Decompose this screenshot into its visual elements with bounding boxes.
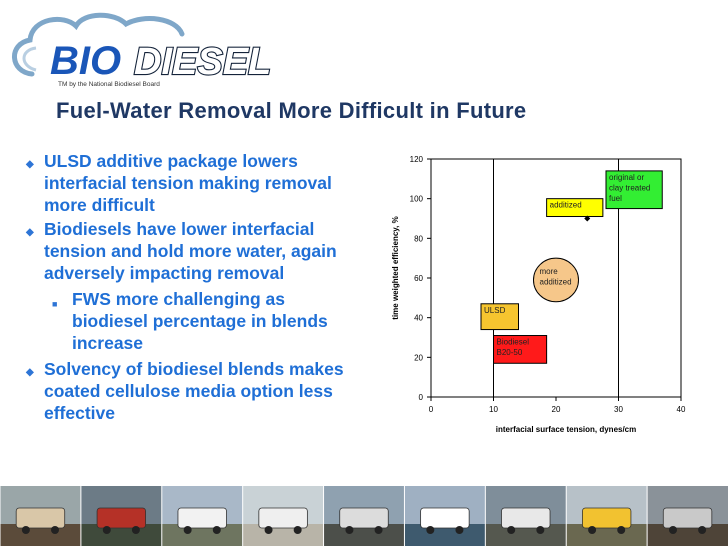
annotation-label: additized — [550, 201, 582, 210]
annotation-label: original or clay treated fuel — [609, 173, 650, 203]
school-bus-icon — [565, 486, 648, 546]
data-point — [584, 215, 591, 222]
boat-icon — [403, 486, 486, 546]
y-tick-label: 0 — [419, 393, 424, 402]
biodiesel-logo: BIO DIESEL TM by the National Biodiesel … — [12, 12, 272, 88]
x-tick-label: 30 — [614, 405, 623, 414]
logo-swoosh-icon — [12, 12, 185, 77]
annotation-ellipse — [533, 257, 579, 303]
bus-icon — [484, 486, 567, 546]
annotation-label-line: fuel — [609, 194, 622, 203]
vehicle-icon — [646, 486, 728, 546]
efficiency-chart: 0 20 40 60 80 100 120 0 10 20 30 40 interfacial surf… — [391, 155, 686, 434]
annotation-label-line: B20-50 — [497, 348, 523, 357]
bullet-list: ◆ ULSD additive package lowers interfacia… — [24, 150, 364, 426]
bullet-item: ◆ Solvency of biodiesel blends makes coat… — [24, 358, 364, 424]
pickup-truck-icon — [242, 486, 324, 546]
y-tick-label: 40 — [414, 314, 423, 323]
bullet-text: FWS more challenging as biodiesel percen… — [72, 289, 328, 353]
logo-tagline: TM by the National Biodiesel Board — [58, 81, 160, 88]
bullet-text: Biodiesels have lower interfacial tensio… — [44, 219, 337, 283]
square-bullet-icon: ■ — [52, 299, 58, 309]
x-tick-label: 20 — [552, 405, 561, 414]
annotation-label: ULSD — [484, 306, 506, 315]
x-axis-label: interfacial surface tension, dynes/cm — [496, 425, 637, 434]
logo-bio-text: BIO — [50, 39, 121, 83]
semi-truck-icon — [323, 486, 405, 546]
y-tick-label: 120 — [410, 155, 424, 164]
bullet-item: ◆ Biodiesels have lower interfacial tensi… — [24, 218, 364, 284]
y-tick-label: 20 — [414, 353, 423, 362]
y-axis-label: time weighted efficiency, % — [391, 216, 400, 319]
bullet-item: ■ FWS more challenging as biodiesel perce… — [24, 288, 364, 354]
bullet-text: Solvency of biodiesel blends makes coate… — [44, 359, 344, 423]
tank-truck-icon — [80, 486, 162, 546]
y-tick-label: 60 — [414, 274, 423, 283]
bullet-item: ◆ ULSD additive package lowers interfacia… — [24, 150, 364, 216]
annotation-label-line: additized — [550, 201, 582, 210]
slide-title: Fuel-Water Removal More Difficult in Fut… — [56, 98, 527, 123]
annotation-label-line: additized — [540, 278, 572, 287]
diamond-bullet-icon: ◆ — [26, 159, 34, 170]
annotation-label: more additized — [540, 267, 572, 287]
diamond-bullet-icon: ◆ — [26, 367, 34, 378]
annotation-box — [480, 303, 519, 331]
y-tick-label: 100 — [410, 195, 424, 204]
diamond-bullet-icon: ◆ — [26, 227, 34, 238]
bullet-text: ULSD additive package lowers interfacial… — [44, 151, 332, 215]
y-tick-label: 80 — [414, 234, 423, 243]
annotation-label-line: more — [540, 267, 559, 276]
photo-filmstrip — [0, 486, 728, 546]
annotation-label-line: original or — [609, 173, 644, 182]
annotation-box — [546, 198, 604, 218]
annotation-box — [493, 335, 548, 364]
annotation-label-line: ULSD — [484, 306, 506, 315]
airplane-icon — [161, 486, 243, 546]
annotation-box — [605, 170, 663, 210]
annotation-label-line: clay treated — [609, 183, 650, 192]
x-tick-label: 0 — [429, 405, 434, 414]
annotation-label-line: Biodiesel — [497, 338, 530, 347]
scientist-icon — [0, 486, 81, 546]
logo-diesel-text: DIESEL — [134, 41, 271, 83]
x-tick-label: 40 — [677, 405, 686, 414]
x-tick-label: 10 — [489, 405, 498, 414]
annotation-label: Biodiesel B20-50 — [497, 338, 530, 358]
